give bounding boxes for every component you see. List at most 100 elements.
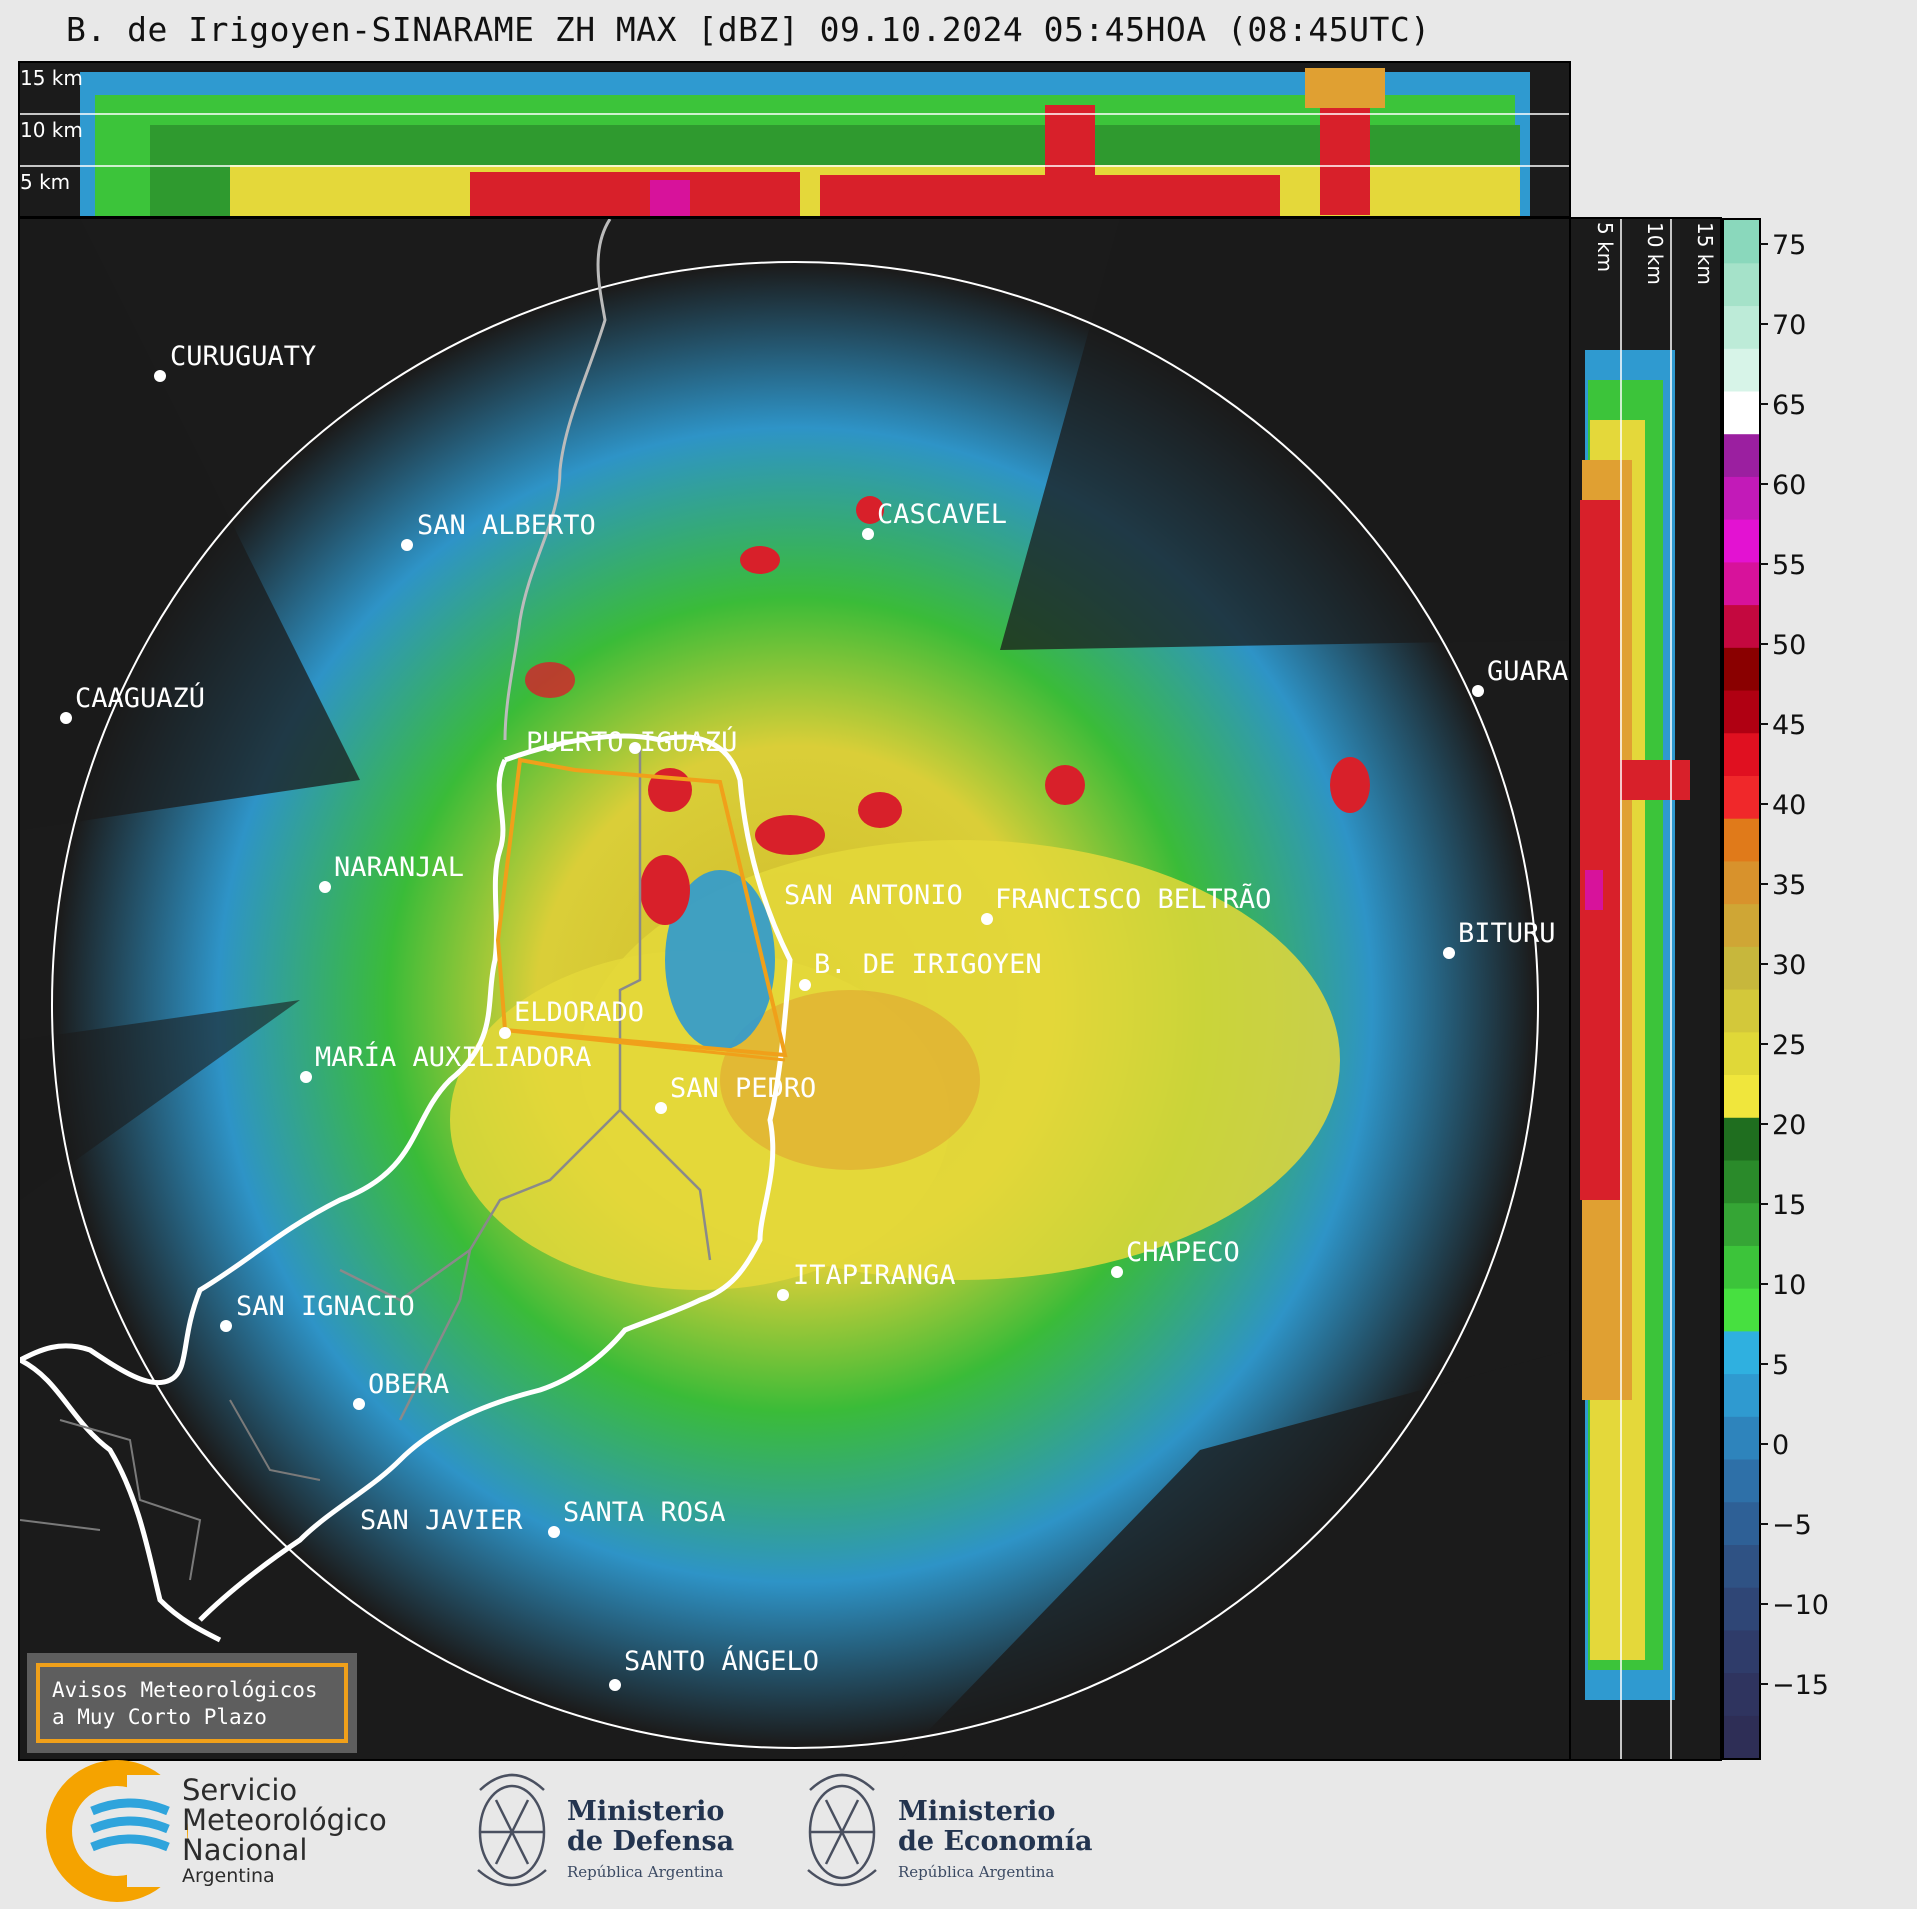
defensa-logo-text: Ministerio de Defensa República Argentin… [567, 1797, 734, 1887]
height-label: 10 km [1643, 222, 1667, 285]
city-label: BITURU [1458, 918, 1556, 949]
colorbar-tick-label: −10 [1772, 1590, 1829, 1621]
colorbar-tick-label: 15 [1772, 1190, 1806, 1221]
city-label: CURUGUATY [170, 341, 316, 372]
colorbar-tick-label: 40 [1772, 790, 1806, 821]
colorbar-segment [1724, 390, 1759, 435]
city-label: OBERA [368, 1369, 449, 1400]
colorbar-tick-label: −15 [1772, 1670, 1829, 1701]
colorbar-tick-label: 5 [1772, 1350, 1789, 1381]
city-label: FRANCISCO BELTRÃO [995, 883, 1271, 915]
colorbar-segment [1724, 860, 1759, 905]
city-label: SANTO ÁNGELO [624, 1645, 819, 1677]
top-height-labels: 15 km 10 km 5 km [20, 66, 83, 194]
city-dot-san-ignacio [220, 1320, 232, 1332]
colorbar-tick-label: 30 [1772, 950, 1806, 981]
colorbar-segment [1724, 305, 1759, 349]
city-dot-santo-angelo [609, 1679, 621, 1691]
colorbar-segment [1724, 519, 1759, 563]
colorbar-segment [1724, 561, 1759, 606]
economia-line-2: de Economía [898, 1826, 1093, 1857]
colorbar-tick-label: 20 [1772, 1110, 1806, 1141]
radar-ppi-map [18, 217, 1571, 1761]
colorbar-segment [1724, 1288, 1759, 1332]
colorbar-segment [1724, 1715, 1759, 1759]
colorbar-segment [1724, 220, 1759, 264]
colorbar-segment [1724, 1544, 1759, 1588]
defensa-line-2: de Defensa [567, 1826, 735, 1857]
city-dot-b-de-irigoyen [799, 979, 811, 991]
colorbar-segment [1724, 433, 1759, 477]
colorbar-segment [1724, 1458, 1759, 1503]
map-title: B. de Irigoyen-SINARAME ZH MAX [dBZ] 09.… [66, 10, 1431, 49]
city-label: SAN ALBERTO [417, 510, 596, 541]
height-label: 5 km [1593, 222, 1617, 272]
side-cross-section-panel [1569, 217, 1722, 1761]
colorbar-segment [1724, 1501, 1759, 1545]
colorbar-tick-label: 35 [1772, 870, 1806, 901]
city-dot-obera [353, 1398, 365, 1410]
colorbar-segment [1724, 348, 1759, 392]
top-cross-section-panel [18, 61, 1571, 218]
colorbar-segment [1724, 476, 1759, 520]
colorbar-segment [1724, 989, 1759, 1033]
city-label: GUARA [1487, 656, 1568, 687]
height-label: 10 km [20, 118, 83, 142]
colorbar [1722, 218, 1761, 1760]
warning-line-2: a Muy Corto Plazo [52, 1705, 267, 1729]
colorbar-segment [1724, 775, 1759, 819]
city-dot-san-pedro [655, 1102, 667, 1114]
city-label: CASCAVEL [877, 499, 1007, 530]
defensa-seal-icon [477, 1773, 547, 1887]
city-dot-maria-auxiliadora [300, 1071, 312, 1083]
warning-line-1: Avisos Meteorológicos [52, 1678, 318, 1702]
city-label: SAN JAVIER [360, 1505, 523, 1536]
city-dot-eldorado [499, 1027, 511, 1039]
colorbar-tick-label: 45 [1772, 710, 1806, 741]
colorbar-tick-label: 55 [1772, 550, 1806, 581]
economia-line-1: Ministerio [898, 1796, 1056, 1827]
height-label: 15 km [1693, 222, 1717, 285]
colorbar-tick-label: 25 [1772, 1030, 1806, 1061]
colorbar-tick-label: 65 [1772, 390, 1806, 421]
colorbar-segment [1724, 1202, 1759, 1246]
city-dot-cascavel [862, 528, 874, 540]
colorbar-segment [1724, 262, 1759, 307]
city-label: CAAGUAZÚ [75, 682, 205, 714]
economia-sub: República Argentina [898, 1863, 1055, 1881]
colorbar-tick-label: 70 [1772, 310, 1806, 341]
colorbar-tick-label: 60 [1772, 470, 1806, 501]
colorbar-segment [1724, 818, 1759, 862]
economia-logo-text: Ministerio de Economía República Argenti… [898, 1797, 1092, 1887]
smn-line-1: Servicio [182, 1773, 298, 1807]
colorbar-segment [1724, 1074, 1759, 1118]
smn-country: Argentina [182, 1865, 275, 1887]
colorbar-segment [1724, 1117, 1759, 1161]
colorbar-tick-label: 50 [1772, 630, 1806, 661]
height-label: 5 km [20, 170, 70, 194]
colorbar-tick-label: 0 [1772, 1430, 1789, 1461]
colorbar-segment [1724, 903, 1759, 947]
colorbar-segment [1724, 604, 1759, 648]
colorbar-tick-label: −5 [1772, 1510, 1812, 1541]
city-label: ELDORADO [514, 997, 644, 1028]
colorbar-segment [1724, 1672, 1759, 1716]
colorbar-segment [1724, 1373, 1759, 1417]
city-label: SANTA ROSA [563, 1497, 726, 1528]
city-label: NARANJAL [334, 852, 464, 883]
city-dot-santa-rosa [548, 1526, 560, 1538]
warning-box: Avisos Meteorológicos a Muy Corto Plazo [27, 1653, 357, 1753]
height-label: 15 km [20, 66, 83, 90]
city-dot-itapiranga [777, 1289, 789, 1301]
colorbar-segment [1724, 1629, 1759, 1674]
city-dot-francisco-beltrao [981, 913, 993, 925]
city-dot-puerto-iguazu [629, 742, 641, 754]
colorbar-segment [1724, 647, 1759, 691]
city-labels: CURUGUATY SAN ALBERTO CASCAVEL CAAGUAZÚ … [75, 341, 1568, 1677]
city-label: B. DE IRIGOYEN [814, 949, 1042, 980]
colorbar-segment [1724, 689, 1759, 734]
colorbar-segment [1724, 946, 1759, 990]
colorbar-segment [1724, 1245, 1759, 1289]
city-dot-chapeco [1111, 1266, 1123, 1278]
